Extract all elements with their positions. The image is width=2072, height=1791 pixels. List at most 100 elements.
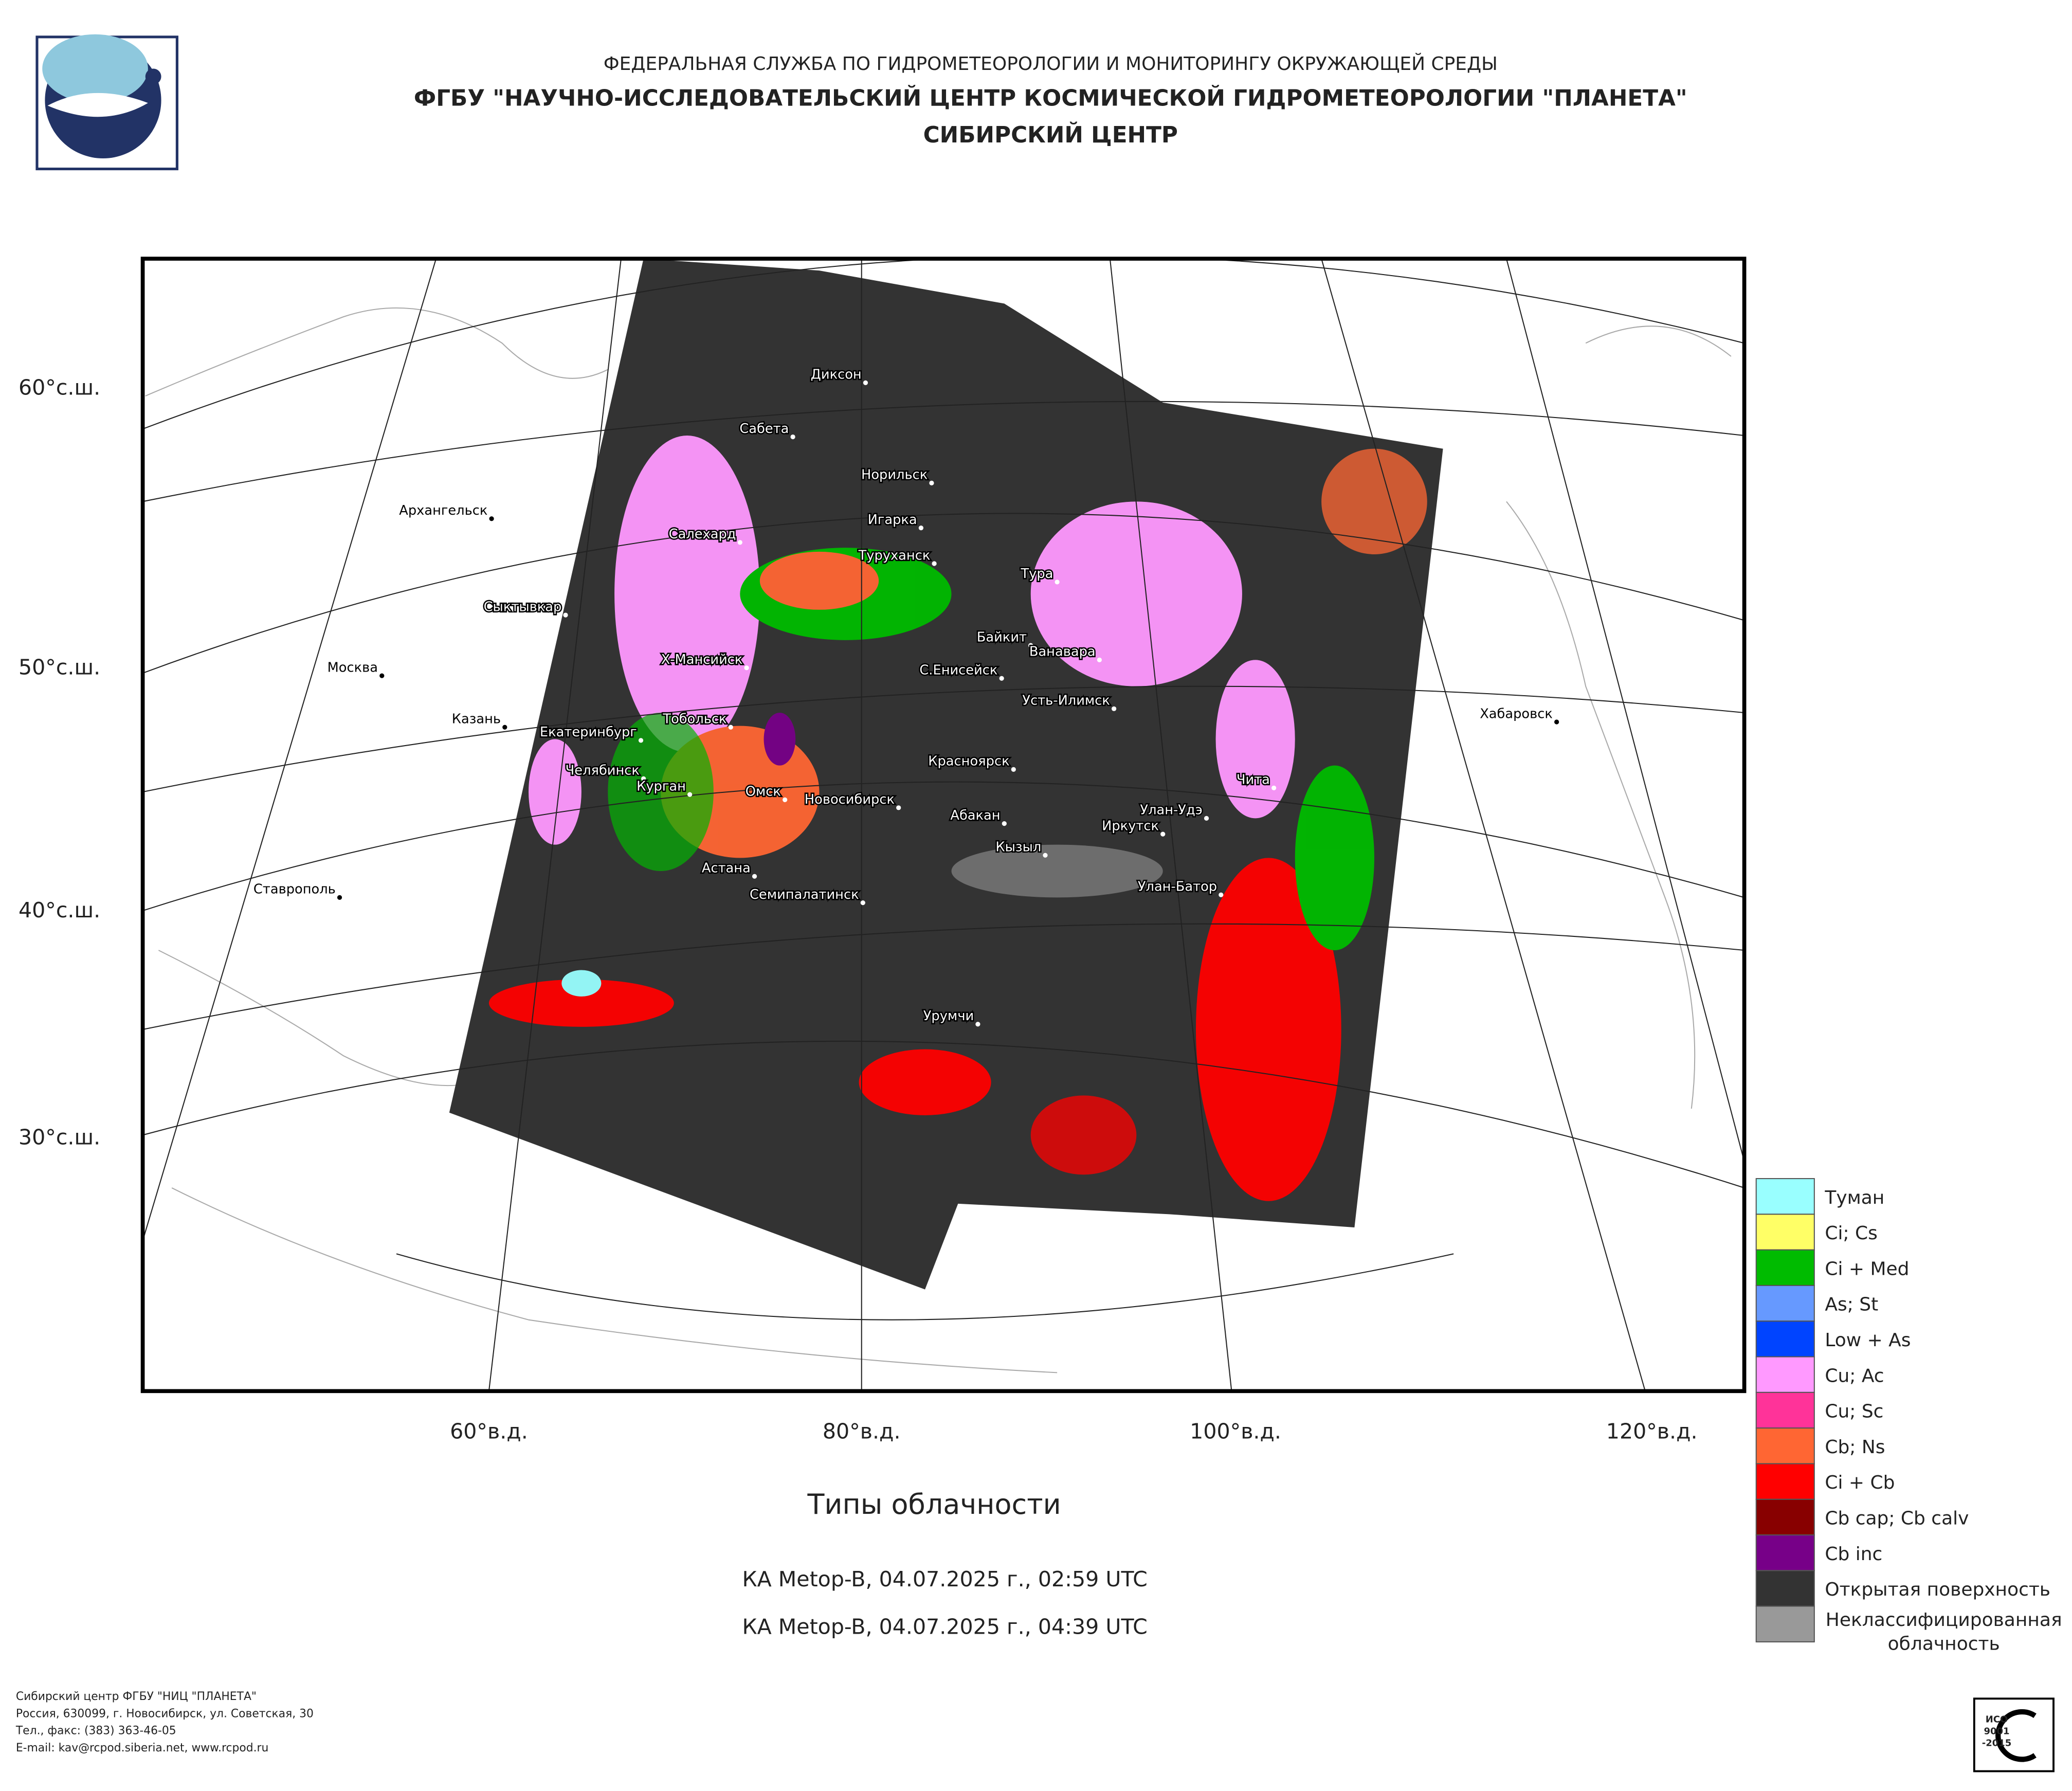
lon-label: 80°в.д. xyxy=(823,1419,901,1444)
legend-swatch xyxy=(1755,1534,1815,1571)
city-label: Курган xyxy=(637,779,686,794)
city-dot xyxy=(999,676,1004,681)
legend-swatch xyxy=(1755,1249,1815,1286)
lat-label: 40°с.ш. xyxy=(19,898,100,922)
legend-label: Cu; Ac xyxy=(1825,1365,1884,1386)
city-label: Тура xyxy=(1020,566,1053,582)
city-dot xyxy=(337,895,342,900)
city-label: Чита xyxy=(1237,772,1270,788)
city-label: С.Енисейск xyxy=(919,663,997,678)
footer: Сибирский центр ФГБУ "НИЦ "ПЛАНЕТА" Росси… xyxy=(15,1690,314,1754)
city-label: Екатеринбург xyxy=(540,725,637,740)
footer-line: Тел., факс: (383) 363-46-05 xyxy=(15,1725,176,1738)
badge-text: 9001 xyxy=(1984,1726,2009,1737)
city-dot xyxy=(752,874,757,879)
map-frame xyxy=(140,257,1747,1394)
axis-labels: 60°с.ш. 50°с.ш. 40°с.ш. 30°с.ш. 60°в.д. 80°в.… xyxy=(19,375,1698,1443)
city-dot xyxy=(744,665,749,671)
legend-label: Открытая поверхность xyxy=(1825,1579,2050,1600)
city-dot xyxy=(783,797,788,803)
footer-line: Сибирский центр ФГБУ "НИЦ "ПЛАНЕТА" xyxy=(16,1690,257,1703)
pass: КА Metop-B, 04.07.2025 г., 02:59 UTC xyxy=(742,1567,1147,1591)
city-label: Тобольск xyxy=(662,712,726,727)
title: Типы облачности xyxy=(807,1488,1061,1521)
logo xyxy=(35,34,178,171)
city-dot xyxy=(975,1022,980,1027)
cloud-blobs xyxy=(488,436,1427,1201)
city-dot xyxy=(563,612,568,618)
city-label: Сыктывкар xyxy=(484,599,562,614)
city-label: Семипалатинск xyxy=(750,887,859,902)
city-dot xyxy=(502,725,507,730)
legend-swatch xyxy=(1755,1605,1815,1642)
city-label: Байкит xyxy=(977,629,1027,645)
city-label: Новосибирск xyxy=(805,792,895,807)
city-label: Улан-Удэ xyxy=(1140,803,1202,818)
legend-label: Неклассифицированная облачность xyxy=(1825,1610,2062,1655)
lon-label: 100°в.д. xyxy=(1190,1419,1281,1444)
badge-text: ИСО xyxy=(1986,1714,2008,1725)
city-dot xyxy=(896,805,901,810)
city-dot xyxy=(860,900,865,906)
badge-text: -2015 xyxy=(1982,1738,2012,1749)
city-dot xyxy=(918,526,924,531)
lat-label: 30°с.ш. xyxy=(19,1125,100,1149)
city-dot xyxy=(1028,643,1033,648)
city-dot xyxy=(489,516,494,521)
legend-swatch xyxy=(1755,1498,1815,1536)
legend-label: Cu; Sc xyxy=(1825,1401,1883,1422)
city-dot xyxy=(1160,831,1166,837)
city-dot xyxy=(932,561,937,566)
city-dot xyxy=(1002,821,1007,826)
header-branch: СИБИРСКИЙ ЦЕНТР xyxy=(923,121,1178,148)
city-label: Абакан xyxy=(950,808,1000,823)
city-dot xyxy=(641,776,646,781)
map: Диксон Сабета Норильск Архангельск Игарка Сал… xyxy=(142,259,1744,1391)
city-dot xyxy=(1112,706,1117,711)
lon-label: 120°в.д. xyxy=(1606,1419,1698,1444)
city-label: Красноярск xyxy=(928,754,1009,769)
legend-label-box: Неклассифицированная облачность xyxy=(1825,1610,2062,1655)
city-label: Омск xyxy=(746,784,781,800)
city-dot xyxy=(1043,853,1048,858)
city-dot xyxy=(790,434,795,440)
city-label: Москва xyxy=(328,660,378,675)
legend-swatch xyxy=(1755,1463,1815,1500)
legend-label: As; St xyxy=(1825,1294,1878,1315)
legend-label: Ci + Med xyxy=(1825,1258,1909,1279)
city-label: Игарка xyxy=(868,512,917,528)
legend-swatch xyxy=(1755,1570,1815,1607)
lat-label: 50°с.ш. xyxy=(19,655,100,680)
legend-label: Cb inc xyxy=(1825,1544,1882,1565)
city-label: Усть-Илимск xyxy=(1022,693,1110,709)
city-dot xyxy=(1554,719,1559,725)
city-label: Х-Мансийск xyxy=(661,652,743,667)
city-dot xyxy=(863,380,868,385)
lat-label: 60°с.ш. xyxy=(19,375,100,400)
city-dot xyxy=(929,480,934,486)
city-dot xyxy=(687,792,693,797)
city-label: Ставрополь xyxy=(253,882,336,897)
footer-line: E-mail: kav@rcpod.siberia.net, www.rcpod… xyxy=(16,1742,269,1754)
legend-label: Ci; Cs xyxy=(1825,1223,1878,1244)
city-label: Салехард xyxy=(669,527,736,542)
legend-label: Cb cap; Cb calv xyxy=(1825,1508,1969,1529)
city-label: Ванавара xyxy=(1029,644,1096,660)
city-dot xyxy=(1204,816,1209,821)
city-label: Хабаровск xyxy=(1480,706,1553,721)
city-dot xyxy=(737,540,742,545)
city-dot xyxy=(1219,892,1224,897)
legend-swatch xyxy=(1755,1356,1815,1393)
legend-label: Cb; Ns xyxy=(1825,1437,1885,1458)
header-center: ФГБУ "НАУЧНО-ИССЛЕДОВАТЕЛЬСКИЙ ЦЕНТР КОС… xyxy=(414,84,1687,111)
legend-swatch xyxy=(1755,1320,1815,1358)
city-layer: Диксон Сабета Норильск Архангельск Игарка Сал… xyxy=(253,366,1559,1027)
footer-line: Россия, 630099, г. Новосибирск, ул. Сове… xyxy=(16,1707,314,1720)
city-label: Кызыл xyxy=(995,840,1041,855)
legend-swatch xyxy=(1755,1391,1815,1429)
city-dot xyxy=(1271,785,1277,790)
legend-swatch xyxy=(1755,1178,1815,1215)
city-label: Астана xyxy=(702,861,751,876)
